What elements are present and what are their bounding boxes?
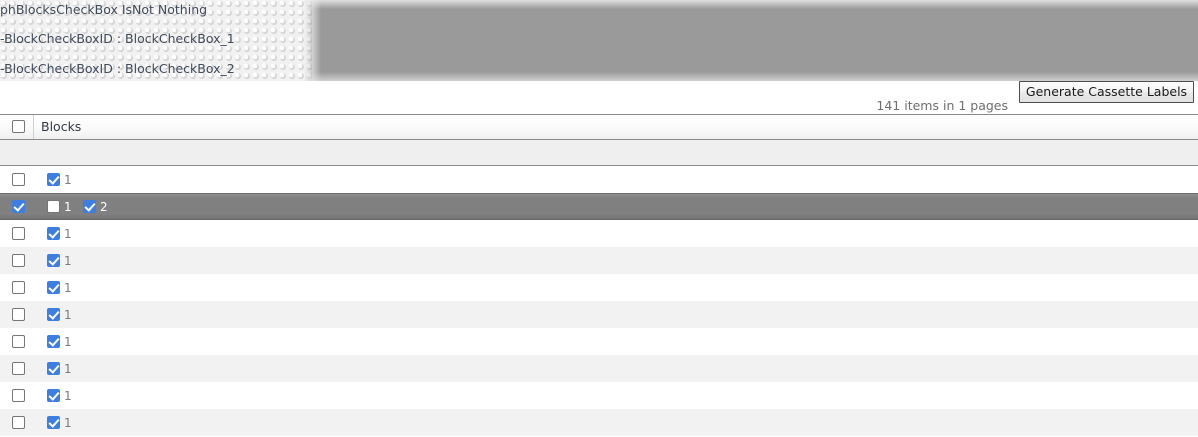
row-select-checkbox[interactable] bbox=[12, 415, 25, 429]
block-checkbox[interactable] bbox=[47, 388, 60, 402]
items-count-label: 141 items in 1 pages bbox=[876, 98, 1008, 113]
debug-panel-texture bbox=[0, 0, 312, 81]
row-select-cell[interactable] bbox=[0, 220, 33, 247]
blocks-cell: 1 bbox=[41, 301, 1198, 328]
block-checkbox[interactable] bbox=[83, 199, 96, 213]
blocks-cell: 1 bbox=[41, 274, 1198, 301]
block-number-label: 1 bbox=[64, 361, 72, 376]
block-checkbox[interactable] bbox=[47, 307, 60, 321]
row-select-checkbox[interactable] bbox=[12, 172, 25, 186]
row-select-cell[interactable] bbox=[0, 194, 33, 219]
block-number-label: 1 bbox=[64, 280, 72, 295]
grid-toolbar: 141 items in 1 pages Generate Cassette L… bbox=[0, 81, 1198, 114]
block-number-label: 1 bbox=[64, 307, 72, 322]
generate-cassette-labels-button[interactable]: Generate Cassette Labels bbox=[1019, 81, 1194, 103]
block-checkbox[interactable] bbox=[47, 172, 60, 186]
debug-line-1: -BlockCheckBoxID : BlockCheckBox_1 bbox=[0, 31, 235, 46]
blocks-cell: 1 bbox=[41, 220, 1198, 247]
block-number-label: 1 bbox=[64, 388, 72, 403]
select-all-cell[interactable] bbox=[0, 115, 34, 139]
row-select-cell[interactable] bbox=[0, 355, 33, 382]
blocks-cell: 1 bbox=[41, 328, 1198, 355]
row-select-cell[interactable] bbox=[0, 328, 33, 355]
row-select-cell[interactable] bbox=[0, 274, 33, 301]
row-select-cell[interactable] bbox=[0, 382, 33, 409]
block-checkbox[interactable] bbox=[47, 226, 60, 240]
row-select-cell[interactable] bbox=[0, 301, 33, 328]
row-select-checkbox[interactable] bbox=[12, 307, 25, 321]
row-select-checkbox[interactable] bbox=[12, 334, 25, 348]
table-row[interactable]: 1 bbox=[0, 274, 1198, 301]
blocks-cell: 1 bbox=[41, 409, 1198, 436]
row-select-checkbox[interactable] bbox=[12, 280, 25, 294]
block-checkbox[interactable] bbox=[47, 280, 60, 294]
block-number-label: 2 bbox=[100, 199, 108, 214]
table-row[interactable]: 1 bbox=[0, 409, 1198, 436]
block-number-label: 1 bbox=[64, 199, 72, 214]
table-row[interactable]: 1 bbox=[0, 166, 1198, 193]
block-number-label: 1 bbox=[64, 334, 72, 349]
select-all-checkbox[interactable] bbox=[12, 120, 25, 133]
column-header-blocks[interactable]: Blocks bbox=[41, 119, 82, 134]
table-row[interactable]: 1 bbox=[0, 247, 1198, 274]
blocks-cell: 1 bbox=[41, 247, 1198, 274]
debug-console-panel: phBlocksCheckBox IsNot Nothing -BlockChe… bbox=[0, 0, 1198, 81]
debug-line-0: phBlocksCheckBox IsNot Nothing bbox=[0, 2, 208, 17]
block-number-label: 1 bbox=[64, 253, 72, 268]
row-select-checkbox[interactable] bbox=[12, 253, 25, 267]
block-number-label: 1 bbox=[64, 172, 72, 187]
grid-header-row: Blocks bbox=[0, 114, 1198, 140]
row-select-checkbox[interactable] bbox=[12, 226, 25, 240]
debug-panel-dim-overlay bbox=[305, 0, 1198, 81]
row-select-checkbox[interactable] bbox=[12, 388, 25, 402]
row-select-cell[interactable] bbox=[0, 409, 33, 436]
blocks-cell: 1 bbox=[41, 166, 1198, 193]
table-row[interactable]: 1 bbox=[0, 382, 1198, 409]
block-number-label: 1 bbox=[64, 226, 72, 241]
row-select-checkbox[interactable] bbox=[12, 199, 25, 213]
block-checkbox[interactable] bbox=[47, 199, 60, 213]
table-row[interactable]: 1 bbox=[0, 301, 1198, 328]
block-checkbox[interactable] bbox=[47, 334, 60, 348]
table-row[interactable]: 1 bbox=[0, 355, 1198, 382]
blocks-cell: 1 bbox=[41, 382, 1198, 409]
block-checkbox[interactable] bbox=[47, 253, 60, 267]
row-select-cell[interactable] bbox=[0, 247, 33, 274]
row-select-checkbox[interactable] bbox=[12, 361, 25, 375]
table-row[interactable]: 1 bbox=[0, 328, 1198, 355]
block-number-label: 1 bbox=[64, 415, 72, 430]
table-row[interactable]: 1 bbox=[0, 220, 1198, 247]
row-select-cell[interactable] bbox=[0, 166, 33, 193]
blocks-cell: 1 bbox=[41, 355, 1198, 382]
grid-filter-row[interactable] bbox=[0, 140, 1198, 166]
block-checkbox[interactable] bbox=[47, 415, 60, 429]
debug-line-2: -BlockCheckBoxID : BlockCheckBox_2 bbox=[0, 61, 235, 76]
block-checkbox[interactable] bbox=[47, 361, 60, 375]
